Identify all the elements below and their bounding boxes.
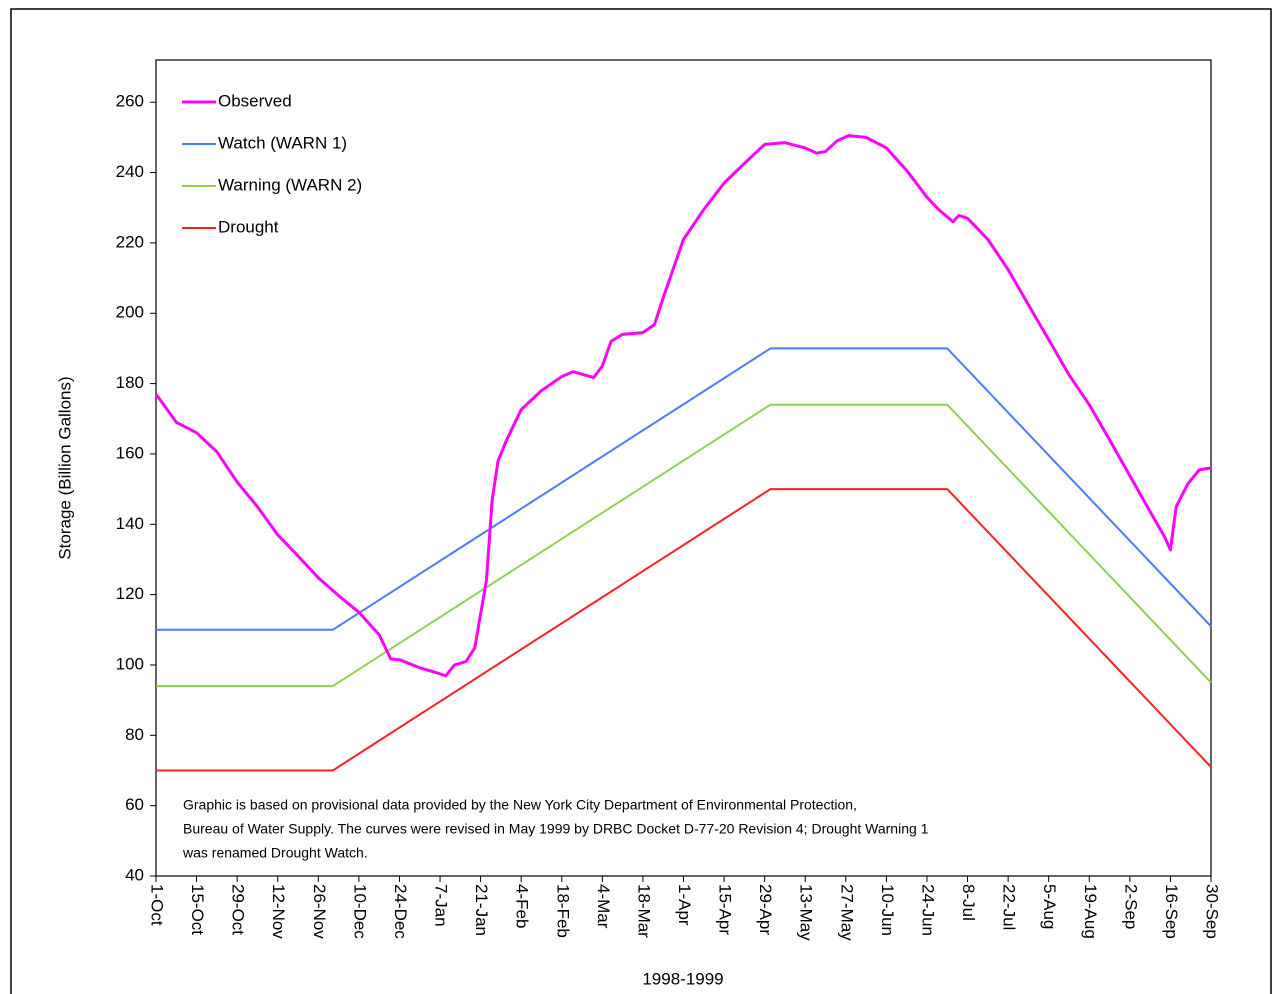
x-axis-label: 1998-1999 xyxy=(642,969,723,988)
annotation-line: Bureau of Water Supply. The curves were … xyxy=(183,821,929,837)
y-tick-label: 120 xyxy=(116,584,144,603)
series-line xyxy=(154,134,1212,678)
x-tick-label: 5-Aug xyxy=(1040,884,1059,929)
x-tick-label: 4-Mar xyxy=(594,884,613,929)
x-tick-label: 16-Sep xyxy=(1162,884,1181,939)
x-tick-label: 29-Apr xyxy=(756,884,775,935)
y-tick-label: 160 xyxy=(116,443,144,462)
x-tick-label: 4-Feb xyxy=(513,884,532,928)
x-tick-label: 26-Nov xyxy=(310,884,329,939)
x-tick-label: 24-Dec xyxy=(391,884,410,939)
x-tick-label: 8-Jul xyxy=(959,884,978,921)
y-tick-label: 220 xyxy=(116,232,144,251)
y-tick-label: 240 xyxy=(116,162,144,181)
series-line xyxy=(156,403,1212,688)
x-tick-label: 18-Mar xyxy=(634,884,653,938)
y-tick-label: 100 xyxy=(116,654,144,673)
x-tick-label: 12-Nov xyxy=(269,884,288,939)
y-tick-label: 180 xyxy=(116,373,144,392)
legend-label: Observed xyxy=(218,91,292,110)
x-tick-label: 22-Jul xyxy=(1000,884,1019,930)
x-tick-label: 29-Oct xyxy=(229,884,248,935)
x-tick-label: 10-Dec xyxy=(350,884,369,939)
x-tick-label: 1-Oct xyxy=(148,884,167,926)
x-tick-label: 2-Sep xyxy=(1121,884,1140,929)
x-tick-label: 21-Jan xyxy=(472,884,491,936)
y-tick-label: 200 xyxy=(116,303,144,322)
x-tick-label: 18-Feb xyxy=(553,884,572,938)
annotation-line: was renamed Drought Watch. xyxy=(182,845,368,861)
y-axis-label: Storage (Billion Gallons) xyxy=(55,376,74,559)
x-tick-label: 15-Apr xyxy=(716,884,735,935)
x-tick-label: 24-Jun xyxy=(918,884,937,936)
series-line xyxy=(156,488,1212,772)
series-line xyxy=(156,347,1212,631)
annotation-line: Graphic is based on provisional data pro… xyxy=(183,797,857,813)
legend-label: Watch (WARN 1) xyxy=(218,133,347,152)
x-tick-label: 27-May xyxy=(837,884,856,941)
y-tick-label: 260 xyxy=(116,92,144,111)
frame xyxy=(10,8,1272,994)
x-tick-label: 10-Jun xyxy=(878,884,897,936)
y-tick-label: 40 xyxy=(125,865,144,884)
x-tick-label: 13-May xyxy=(797,884,816,941)
x-tick-label: 7-Jan xyxy=(432,884,451,927)
x-tick-label: 30-Sep xyxy=(1203,884,1222,939)
y-tick-label: 140 xyxy=(116,514,144,533)
x-tick-label: 15-Oct xyxy=(188,884,207,935)
legend-label: Warning (WARN 2) xyxy=(218,175,362,194)
x-tick-label: 19-Aug xyxy=(1081,884,1100,939)
x-tick-label: 1-Apr xyxy=(675,884,694,926)
legend-label: Drought xyxy=(218,217,279,236)
y-tick-label: 80 xyxy=(125,725,144,744)
y-tick-label: 60 xyxy=(125,795,144,814)
